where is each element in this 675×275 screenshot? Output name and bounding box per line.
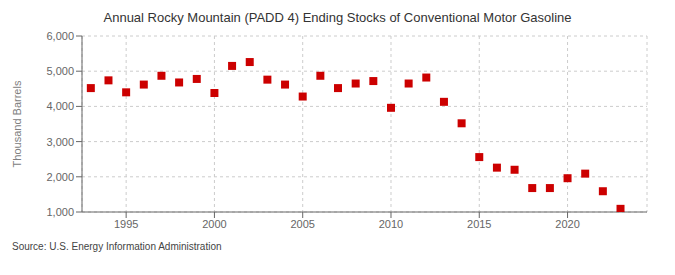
svg-text:2015: 2015 bbox=[467, 218, 491, 230]
svg-text:2000: 2000 bbox=[202, 218, 226, 230]
svg-text:1,000: 1,000 bbox=[46, 206, 74, 218]
svg-text:2010: 2010 bbox=[379, 218, 403, 230]
svg-text:Thousand Barrels: Thousand Barrels bbox=[11, 80, 23, 167]
svg-text:6,000: 6,000 bbox=[46, 30, 74, 42]
html-text:Source: U.S. Energy Informatio: Source: U.S. Energy Information Administ… bbox=[12, 241, 222, 252]
svg-text:2005: 2005 bbox=[290, 218, 314, 230]
svg-text:5,000: 5,000 bbox=[46, 65, 74, 77]
svg-text:2020: 2020 bbox=[555, 218, 579, 230]
svg-text:2,000: 2,000 bbox=[46, 171, 74, 183]
html-text:Annual Rocky Mountain (PADD 4): Annual Rocky Mountain (PADD 4) Ending St… bbox=[103, 10, 572, 25]
svg-text:3,000: 3,000 bbox=[46, 136, 74, 148]
svg-text:4,000: 4,000 bbox=[46, 100, 74, 112]
svg-text:1995: 1995 bbox=[114, 218, 138, 230]
